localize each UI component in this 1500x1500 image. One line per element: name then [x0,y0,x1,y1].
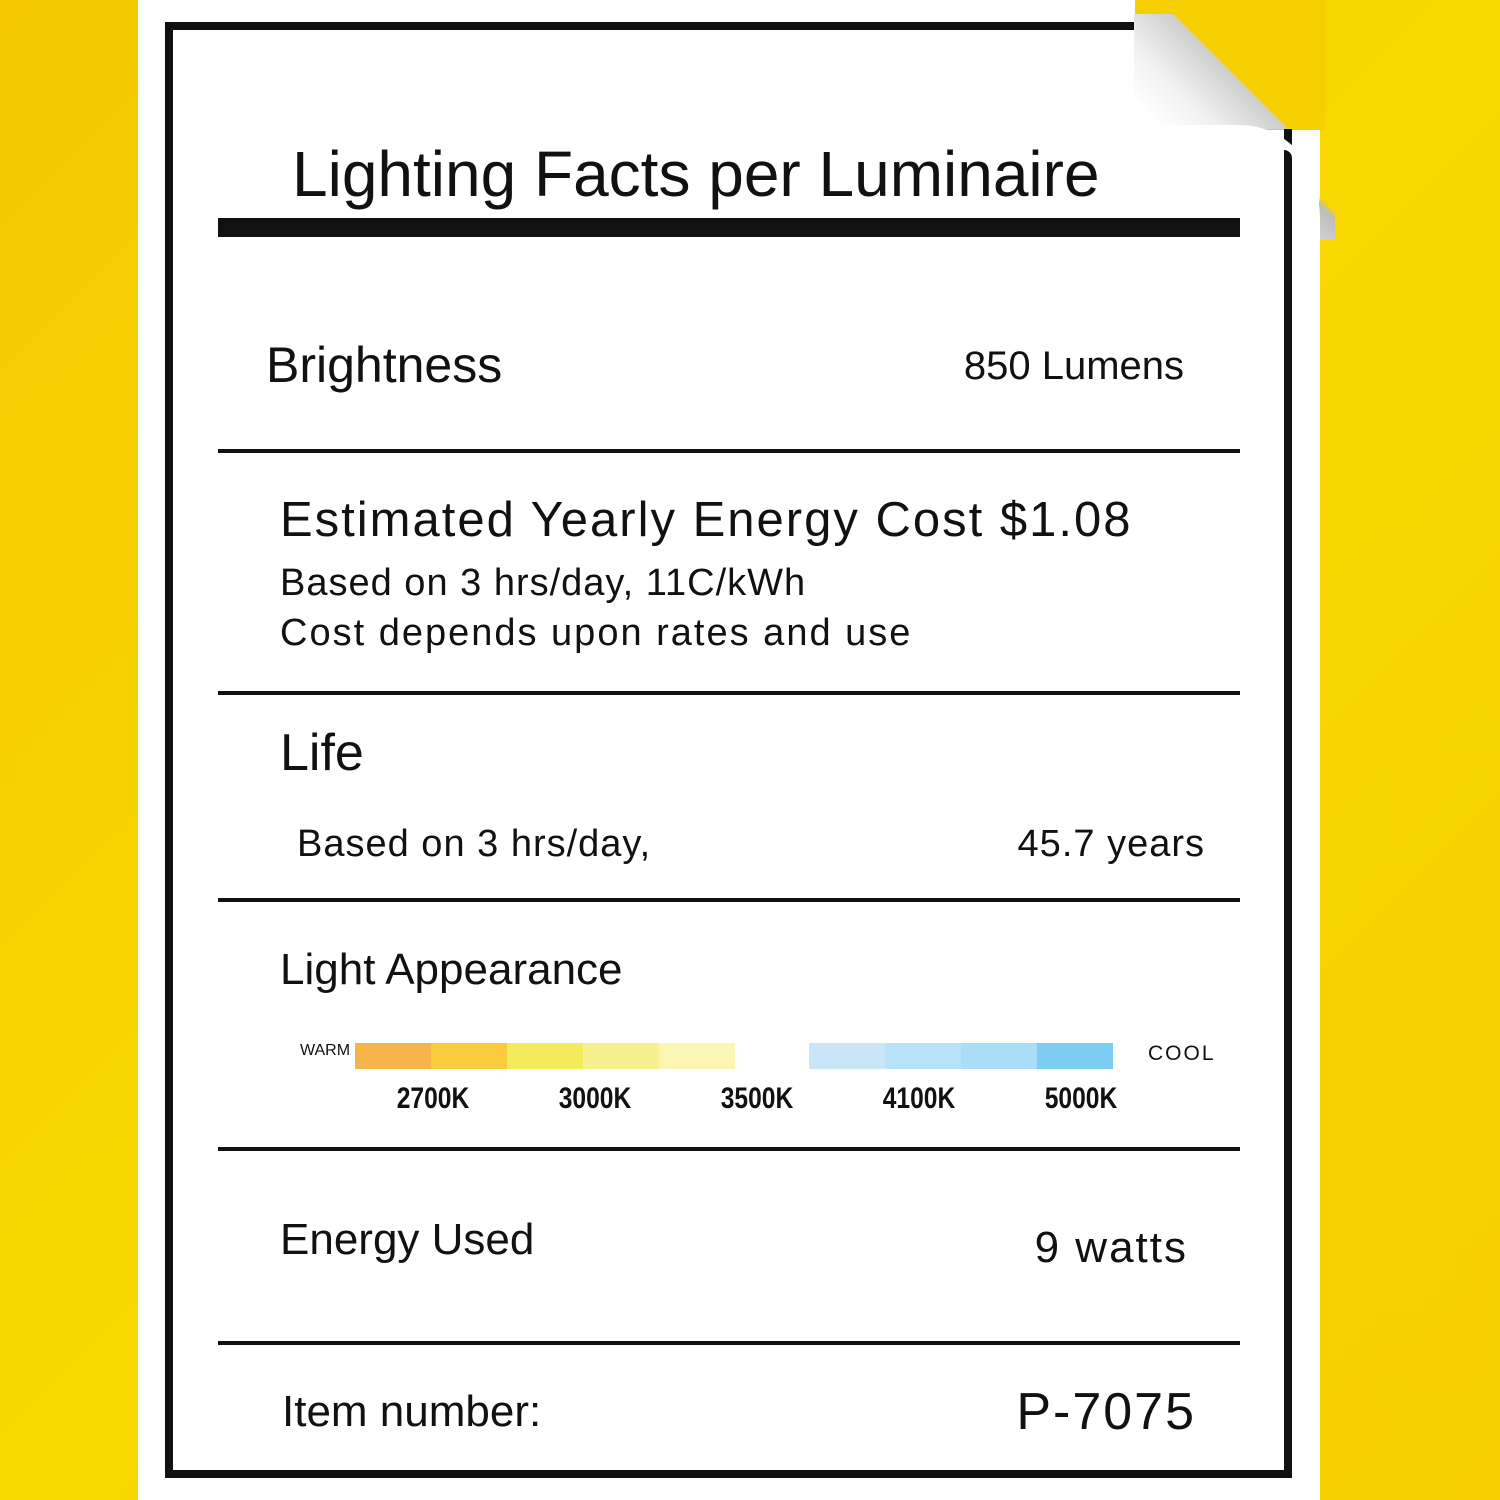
divider [218,1147,1240,1151]
life-basis: Based on 3 hrs/day, [297,823,652,865]
life-value: 45.7 years [1017,823,1205,865]
title-rule [218,218,1240,237]
warm-swatch [431,1043,507,1069]
light-appearance-label: Light Appearance [280,945,623,994]
warm-swatch [583,1043,659,1069]
warm-label: WARM [300,1042,351,1059]
energy-cost-basis: Based on 3 hrs/day, 11C/kWh [280,562,807,604]
label-border-right [1284,150,1292,1470]
divider [218,1341,1240,1345]
warm-swatch [507,1043,583,1069]
energy-used-label: Energy Used [280,1215,535,1264]
warm-swatch [355,1043,431,1069]
warm-swatch [659,1043,735,1069]
item-number-value: P-7075 [1016,1383,1196,1441]
page-title: Lighting Facts per Luminaire [292,138,1100,210]
brightness-label: Brightness [266,337,503,393]
temp-label: 3000K [558,1082,632,1115]
temp-label: 4100K [882,1082,956,1115]
label-paper [138,0,1320,1500]
temp-label: 3500K [720,1082,794,1115]
energy-cost-label: Estimated Yearly Energy Cost $1.08 [280,493,1133,547]
cool-swatch [885,1043,961,1069]
life-label: Life [280,724,364,782]
item-number-label: Item number: [282,1387,542,1436]
divider [218,691,1240,695]
divider [218,449,1240,453]
energy-used-value: 9 watts [1034,1223,1188,1272]
cool-swatch [809,1043,885,1069]
cool-swatch [1037,1043,1113,1069]
brightness-value: 850 Lumens [963,344,1184,388]
cool-swatch [961,1043,1037,1069]
energy-cost-note: Cost depends upon rates and use [280,612,913,654]
temp-label: 2700K [396,1082,470,1115]
page-curl-fold [1134,14,1304,129]
temp-label: 5000K [1044,1082,1118,1115]
divider [218,898,1240,902]
cool-label: COOL [1148,1042,1216,1065]
